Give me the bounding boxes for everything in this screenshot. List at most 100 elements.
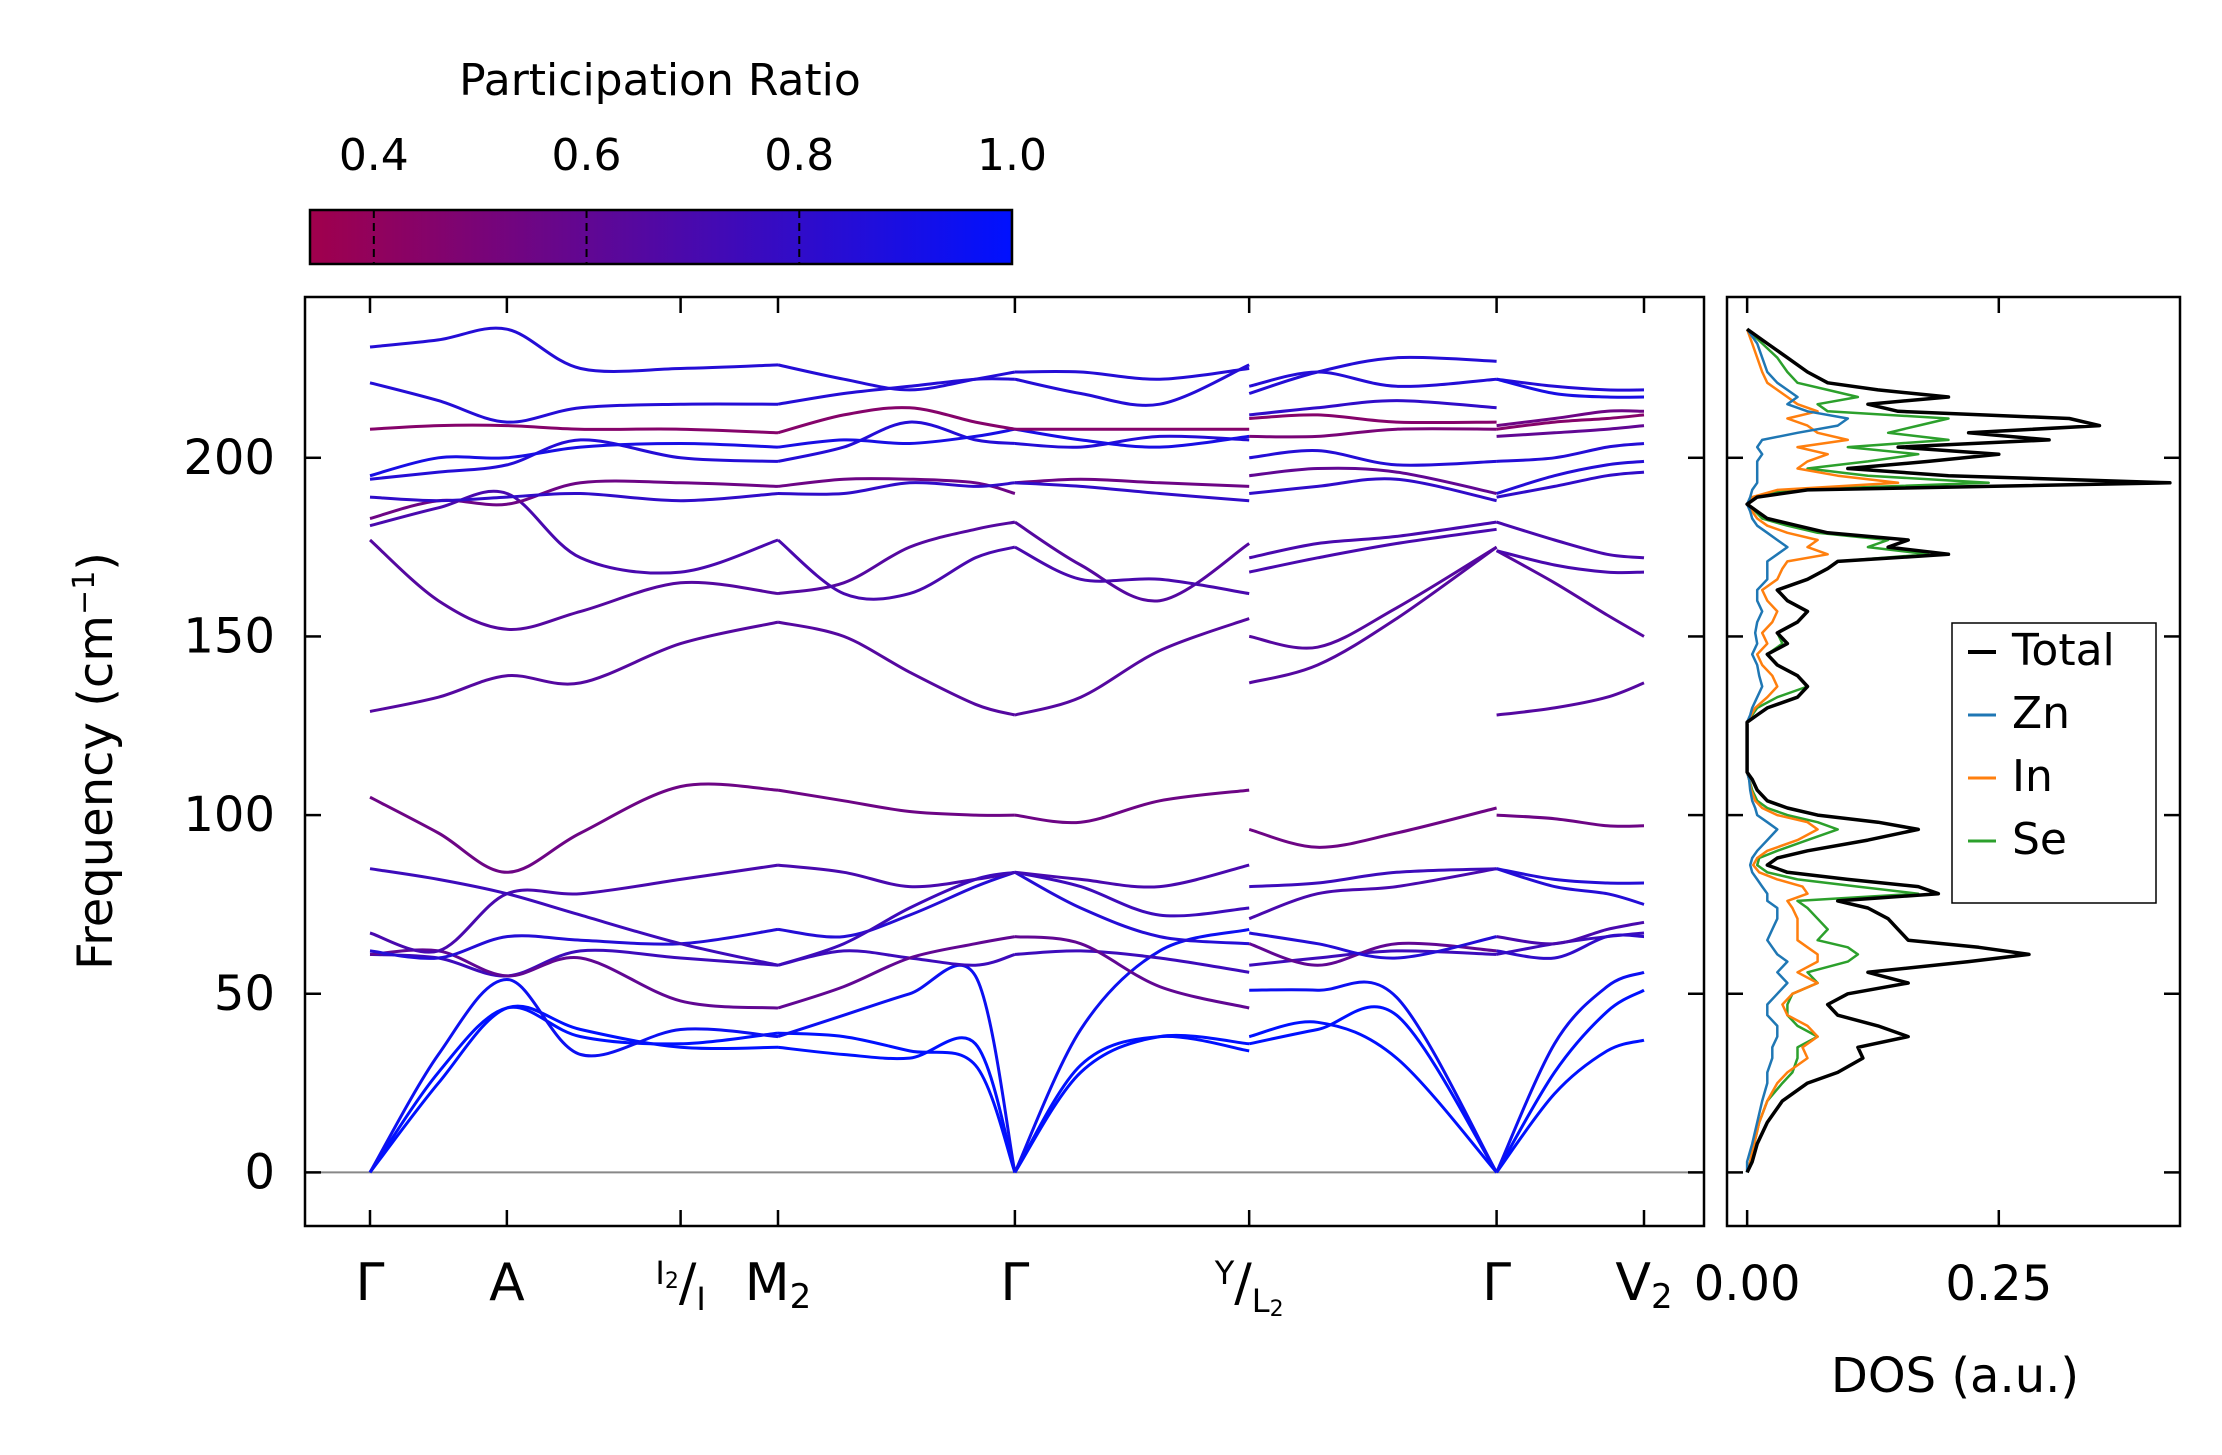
phonon-band-line	[777, 420, 1016, 463]
phonon-band-line	[1495, 1038, 1645, 1174]
path-tick-label: Γ	[356, 1253, 385, 1313]
phonon-band-line	[1013, 1034, 1250, 1174]
phonon-band-line	[1495, 549, 1645, 638]
legend-items: Total Zn In Se	[1968, 625, 2115, 865]
dos-curve-zn	[1745, 328, 1850, 1173]
y-tick-label: 0	[244, 1144, 275, 1200]
colorbar-gradient	[308, 208, 1014, 266]
phonon-band-line	[1496, 920, 1645, 946]
band-y-axis-label: Frequency (cm−1)	[67, 552, 124, 970]
phonon-band-line	[777, 788, 1015, 817]
phonon-band-line	[1496, 549, 1645, 575]
dos-curves	[1745, 327, 2172, 1174]
phonon-band-line	[1248, 545, 1498, 685]
phonon-band-line	[1248, 370, 1497, 388]
dos-axes-frame	[1725, 295, 2182, 1228]
phonon-band-line	[1496, 520, 1645, 560]
phonon-band-line	[1248, 520, 1497, 560]
phonon-band-line	[369, 948, 779, 978]
phonon-band-line	[1496, 867, 1645, 906]
phonon-band-line	[1249, 867, 1497, 889]
legend-label-se: Se	[2012, 814, 2067, 865]
phonon-band-line	[369, 438, 779, 481]
phonon-band-line	[1013, 927, 1250, 1174]
dos-x-tick-label: 0.00	[1694, 1256, 1801, 1312]
dos-legend: Total Zn In Se	[1951, 622, 2157, 904]
legend-frame	[1951, 622, 2157, 904]
phonon-band-line	[777, 870, 1016, 939]
phonon-band-line	[1248, 527, 1497, 574]
phonon-band-line	[777, 363, 1016, 392]
phonon-band-line	[1248, 931, 1497, 960]
phonon-band-line	[1249, 477, 1497, 503]
band-axes-frame	[303, 295, 1706, 1228]
band-structure-panel: 0 50 100 150 200 Γ A I2/I M2 Γ Y/L2 Γ V2 Frequency …	[67, 295, 1706, 1322]
colorbar-title: Participation Ratio	[459, 55, 861, 106]
phonon-band-line	[1248, 806, 1497, 849]
legend-label-in: In	[2012, 751, 2053, 802]
phonon-band-line	[777, 963, 1017, 1173]
phonon-band-line	[777, 406, 1016, 435]
phonon-band-line	[1249, 413, 1497, 425]
phonon-band-line	[777, 377, 1015, 406]
phonon-band-line	[1496, 442, 1645, 463]
phonon-band-line	[1496, 470, 1645, 499]
phonon-band-line	[368, 977, 779, 1174]
phonon-band-line	[1014, 617, 1250, 717]
phonon-band-line	[1014, 427, 1250, 449]
phonon-band-line	[777, 1031, 1017, 1173]
y-tick-label: 200	[183, 430, 275, 486]
phonon-band-line	[1496, 681, 1645, 717]
phonon-band-line	[1014, 545, 1250, 596]
path-tick-label: M2	[745, 1253, 812, 1317]
phonon-bands	[368, 326, 1645, 1174]
phonon-band-line	[1496, 409, 1645, 428]
phonon-band-line	[369, 782, 779, 874]
colorbar-tick-label: 0.6	[552, 130, 622, 181]
legend-label-zn: Zn	[2012, 688, 2070, 739]
band-y-ticks: 0 50 100 150 200	[183, 430, 1704, 1200]
phonon-band-line	[1014, 870, 1250, 946]
phonon-band-line	[1496, 933, 1645, 960]
phonon-band-line	[777, 620, 1016, 717]
dos-curve-in	[1745, 328, 1900, 1173]
phonon-band-line	[1248, 355, 1497, 395]
phonon-band-line	[1014, 949, 1250, 974]
phonon-band-line	[1014, 477, 1250, 488]
phonon-band-line	[369, 489, 779, 575]
y-tick-label: 150	[183, 608, 275, 664]
phonon-band-line	[369, 441, 779, 478]
phonon-band-line	[1495, 970, 1645, 1174]
path-tick-label: V2	[1615, 1253, 1672, 1317]
phonon-band-line	[369, 491, 779, 503]
dos-x-tick-label: 0.25	[1945, 1256, 2052, 1312]
dos-panel: 0.00 0.25 DOS (a.u.) Total Zn In Se	[1694, 295, 2182, 1404]
phonon-band-line	[1495, 988, 1645, 1174]
phonon-band-line	[1248, 867, 1497, 921]
phonon-band-line	[1014, 863, 1250, 889]
phonon-band-line	[1496, 813, 1645, 828]
phonon-band-line	[368, 1004, 779, 1174]
path-tick-label: Γ	[1482, 1253, 1511, 1313]
phonon-band-line	[1014, 935, 1250, 1010]
phonon-band-line	[777, 1036, 1017, 1173]
phonon-band-line	[1496, 459, 1645, 495]
phonon-band-line	[369, 620, 779, 713]
path-tick-label: I2/I	[655, 1253, 705, 1318]
phonon-band-line	[1249, 399, 1497, 417]
path-tick-label: A	[489, 1253, 525, 1313]
phonon-band-line	[369, 863, 779, 954]
phonon-band-line	[369, 538, 779, 631]
path-tick-label: Γ	[1000, 1253, 1029, 1313]
phonon-band-line	[1014, 434, 1250, 449]
phonon-band-line	[369, 867, 779, 967]
y-tick-label: 100	[183, 787, 275, 843]
path-tick-label: Y/L2	[1214, 1253, 1284, 1322]
phonon-band-line	[1249, 466, 1497, 495]
phonon-band-line	[777, 538, 1016, 601]
phonon-band-line	[777, 520, 1016, 596]
phonon-band-line	[1014, 481, 1250, 503]
dos-ticks: 0.00 0.25	[1694, 297, 2180, 1312]
phonon-band-line	[1014, 520, 1251, 603]
phonon-band-line	[1249, 427, 1497, 439]
